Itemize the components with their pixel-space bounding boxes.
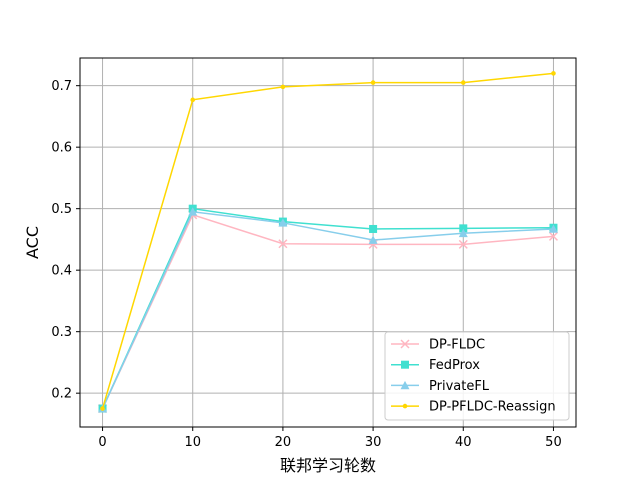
x-tick-label: 30 <box>365 435 382 450</box>
y-tick-label: 0.4 <box>51 264 72 279</box>
y-axis-label: ACC <box>23 226 42 259</box>
plot-frame <box>79 57 577 428</box>
x-tick-label: 40 <box>455 435 472 450</box>
data-point <box>458 239 468 249</box>
data-point <box>551 71 556 76</box>
x-tick-label: 50 <box>545 435 562 450</box>
data-point <box>278 239 288 249</box>
legend: DP-FLDC FedProx PrivateFL DP-PFLDC-Reassign <box>384 331 570 421</box>
x-tick-label: 0 <box>98 435 106 450</box>
y-tick-label: 0.2 <box>51 387 72 402</box>
data-point <box>278 218 288 227</box>
series-line <box>101 207 554 409</box>
legend-box <box>384 331 570 421</box>
data-point <box>548 224 558 233</box>
data-point <box>280 84 286 90</box>
series-line <box>101 210 554 409</box>
data-point <box>460 80 466 85</box>
y-tick-label: 0.3 <box>51 325 72 340</box>
legend-label: DP-FLDC <box>429 338 485 353</box>
data-point <box>459 224 468 233</box>
series-line <box>101 72 554 409</box>
legend-label: PrivateFL <box>429 379 490 394</box>
grid <box>80 58 576 427</box>
series-layer <box>98 71 558 414</box>
legend-item: DP-PFLDC-Reassign <box>391 400 556 415</box>
legend-label: FedProx <box>429 358 480 373</box>
series-line <box>101 213 554 409</box>
legend-item: DP-FLDC <box>391 338 485 353</box>
x-tick-label: 20 <box>275 435 292 450</box>
series-dp-pfldc-reassign <box>100 71 556 411</box>
legend-item: PrivateFL <box>391 379 490 394</box>
data-point <box>100 406 105 411</box>
data-point <box>548 231 558 241</box>
axis-ticks: 0 10 20 30 40 50 0.2 0.3 0.4 0.5 0.6 0.7 <box>51 79 561 450</box>
data-point <box>458 228 468 238</box>
data-point <box>188 207 198 216</box>
x-axis-label: 联邦学习轮数 <box>280 456 376 475</box>
data-point <box>368 235 378 244</box>
y-tick-label: 0.7 <box>51 79 72 94</box>
data-point <box>369 224 378 233</box>
legend-marker <box>400 380 410 390</box>
legend-marker <box>401 360 409 369</box>
legend-item: FedProx <box>391 358 480 373</box>
data-point <box>370 80 376 85</box>
legend-marker <box>400 339 410 349</box>
y-tick-label: 0.6 <box>51 141 72 156</box>
legend-marker <box>402 403 408 409</box>
x-tick-label: 10 <box>184 435 201 450</box>
y-tick-label: 0.5 <box>51 202 72 217</box>
legend-label: DP-PFLDC-Reassign <box>429 400 556 415</box>
data-point <box>190 97 196 103</box>
